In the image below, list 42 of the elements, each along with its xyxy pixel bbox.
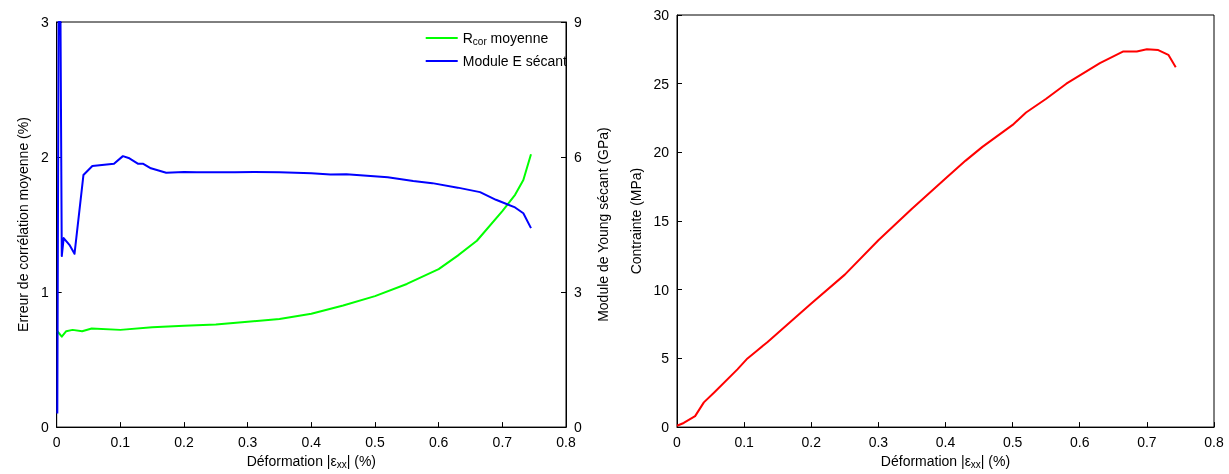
legend-label: Module E sécant [462,53,568,69]
y-tick-label: 1 [40,284,49,301]
y2-tick-label: 3 [574,284,582,301]
y-tick-label: 0 [40,419,49,436]
y-tick-label: 2 [40,149,49,166]
line-series [56,153,532,338]
y-axis-title: Contrainte (MPa) [627,167,644,275]
x-tick-label: 0.1 [734,434,755,451]
x-tick-label: 0.4 [301,434,322,451]
x-tick-label: 0.6 [428,434,449,451]
x-tick-label: 0.5 [1002,434,1023,451]
y-tick-label: 0 [661,419,670,436]
x-axis-title: Déformation |εxx| (%) [880,453,1011,470]
x-tick-label: 0.4 [935,434,956,451]
y2-axis-title: Module de Young sécant (GPa) [595,127,611,322]
y-axis-title: Erreur de corrélation moyenne (%) [15,117,31,332]
x-tick-label: 0.3 [237,434,258,451]
x-tick-label: 0.6 [1070,434,1090,451]
x-axis-title: Déformation |εxx| (%) [246,453,377,470]
x-tick-label: 0.8 [556,434,576,451]
y-tick-label: 15 [653,213,670,230]
y-tick-label: 30 [653,7,670,23]
x-tick-label: 0.2 [174,434,194,451]
y-tick-label: 3 [40,14,49,30]
y-tick-label: 20 [653,144,670,161]
x-tick-label: 0.3 [868,434,889,451]
x-tick-label: 0.5 [365,434,385,451]
x-tick-label: 0 [52,434,61,451]
y2-tick-label: 6 [574,149,582,166]
y-tick-label: 5 [661,350,670,367]
y-tick-label: 25 [653,75,670,92]
x-tick-label: 0.2 [801,434,822,451]
y2-tick-label: 9 [574,14,582,30]
x-tick-label: 0.1 [110,434,131,451]
x-tick-label: 0.7 [492,434,513,451]
legend-label: Rcor moyenne [462,30,549,47]
y-tick-label: 10 [653,281,670,298]
x-tick-label: 0.8 [1204,434,1224,451]
x-tick-label: 0.7 [1137,434,1157,451]
y2-tick-label: 0 [574,419,582,436]
line-series [676,48,1177,427]
x-tick-label: 0 [673,434,682,451]
